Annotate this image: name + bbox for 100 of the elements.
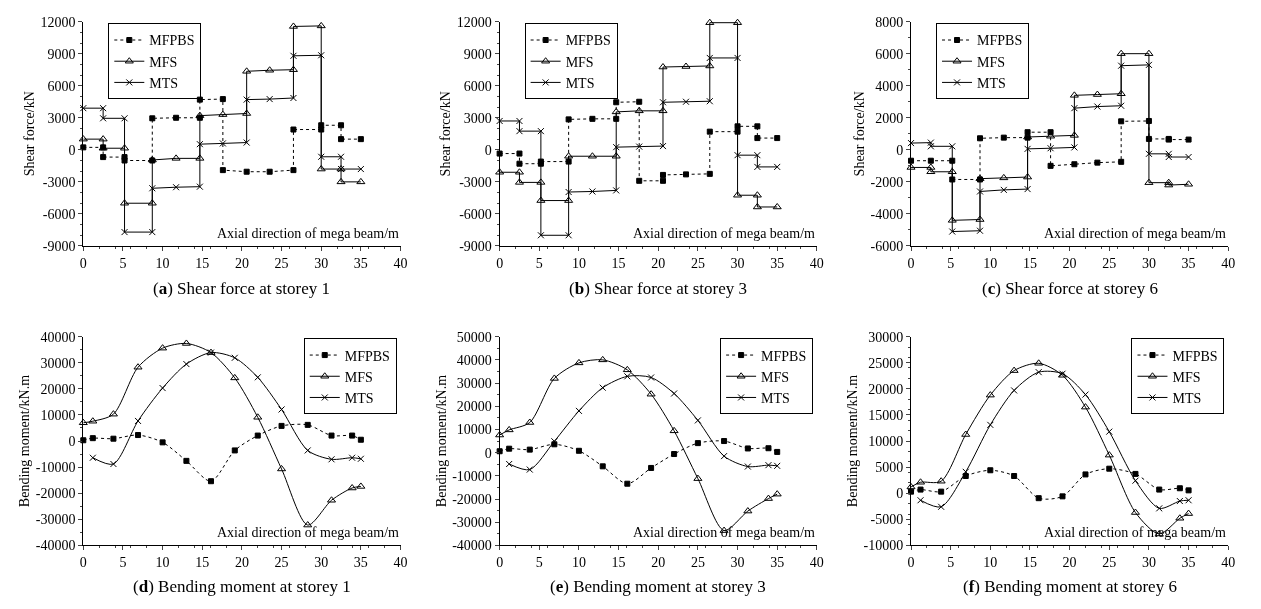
- y-axis-title: Bending moment/kN.m: [433, 374, 449, 508]
- legend-label: MFPBS: [977, 33, 1023, 49]
- x-tick-label: 25: [690, 255, 705, 271]
- legend-label: MFPBS: [565, 33, 611, 49]
- y-tick-label: 8000: [875, 14, 904, 30]
- y-tick-label: -10000: [452, 468, 492, 484]
- x-tick-label: 10: [155, 555, 170, 571]
- y-tick-label: 12000: [456, 14, 492, 30]
- y-tick-label: -20000: [35, 486, 76, 502]
- y-tick-label: -9000: [459, 238, 492, 254]
- legend-label: MFS: [1172, 369, 1201, 385]
- x-tick-label: 25: [274, 255, 289, 271]
- x-tick-label: 20: [651, 255, 666, 271]
- y-tick-label: 0: [896, 142, 904, 158]
- x-tick-label: 35: [353, 255, 368, 271]
- x-tick-label: 20: [234, 255, 249, 271]
- x-tick-label: 10: [155, 255, 170, 271]
- legend-label: MTS: [1172, 390, 1202, 406]
- y-tick-label: 4000: [875, 78, 904, 94]
- y-tick-label: 6000: [875, 46, 904, 62]
- x-tick-label: 0: [907, 555, 915, 571]
- x-tick-label: 30: [314, 255, 329, 271]
- y-tick-label: 10000: [40, 407, 76, 423]
- y-tick-label: 12000: [40, 14, 76, 30]
- y-tick-label: -3000: [459, 174, 492, 190]
- y-tick-label: -4000: [870, 206, 904, 222]
- y-tick-label: -40000: [452, 538, 492, 554]
- legend-label: MTS: [977, 75, 1006, 91]
- y-tick-label: 40000: [40, 329, 76, 345]
- legend-label: MFPBS: [761, 348, 807, 364]
- y-tick-label: 0: [896, 486, 904, 502]
- y-tick-label: -20000: [452, 491, 492, 507]
- y-tick-label: 3000: [47, 110, 76, 126]
- x-tick-label: 35: [353, 555, 368, 571]
- x-axis-title: Axial direction of mega beam/m: [1044, 226, 1227, 241]
- x-tick-label: 40: [1221, 555, 1236, 571]
- y-axis-title: Bending moment/kN.m: [17, 374, 33, 508]
- y-tick-label: 0: [68, 142, 76, 158]
- y-tick-label: 20000: [868, 381, 904, 397]
- y-tick-label: 15000: [868, 407, 904, 423]
- x-axis-title: Axial direction of mega beam/m: [217, 525, 400, 540]
- legend-label: MFPBS: [1172, 348, 1218, 364]
- text: (f) Bending moment at storey 6: [963, 577, 1177, 596]
- x-axis-title: Axial direction of mega beam/m: [1044, 525, 1227, 540]
- y-tick-label: 6000: [463, 78, 492, 94]
- text: (b) Shear force at storey 3: [569, 279, 747, 298]
- legend-label: MTS: [344, 390, 374, 406]
- y-tick-label: -2000: [870, 174, 904, 190]
- y-axis-title: Shear force/kN: [438, 91, 454, 177]
- x-tick-label: 15: [195, 555, 210, 571]
- y-tick-label: -6000: [42, 206, 76, 222]
- x-tick-label: 40: [1221, 255, 1236, 271]
- text: (d) Bending moment at storey 1: [133, 577, 351, 596]
- y-tick-label: 2000: [875, 110, 904, 126]
- x-axis-title: Axial direction of mega beam/m: [217, 226, 400, 241]
- x-tick-label: 15: [611, 255, 626, 271]
- x-tick-label: 5: [947, 255, 955, 271]
- x-tick-label: 30: [730, 255, 745, 271]
- text: (e) Bending moment at storey 3: [550, 577, 766, 596]
- x-tick-label: 5: [535, 555, 543, 571]
- y-axis-title: Shear force/kN: [852, 91, 868, 177]
- x-tick-label: 0: [79, 555, 87, 571]
- x-tick-label: 10: [571, 255, 586, 271]
- x-tick-label: 35: [1181, 555, 1196, 571]
- legend-label: MFS: [761, 369, 790, 385]
- y-tick-label: -40000: [35, 538, 76, 554]
- y-tick-label: 20000: [456, 399, 492, 415]
- y-tick-label: 5000: [875, 460, 904, 476]
- x-tick-label: 40: [393, 555, 408, 571]
- x-tick-label: 25: [690, 555, 705, 571]
- y-tick-label: 9000: [463, 46, 492, 62]
- y-tick-label: -10000: [35, 460, 76, 476]
- x-tick-label: 15: [611, 555, 626, 571]
- y-tick-label: 30000: [868, 329, 904, 345]
- x-tick-label: 25: [274, 555, 289, 571]
- y-tick-label: 10000: [456, 422, 492, 438]
- y-tick-label: 9000: [47, 46, 76, 62]
- y-tick-label: -9000: [42, 238, 76, 254]
- x-tick-label: 5: [535, 255, 543, 271]
- x-tick-label: 40: [393, 255, 408, 271]
- text: (a) Shear force at storey 1: [153, 279, 331, 298]
- legend-label: MFPBS: [344, 348, 390, 364]
- y-tick-label: -6000: [459, 206, 492, 222]
- x-tick-label: 30: [1141, 255, 1156, 271]
- x-tick-label: 30: [314, 555, 329, 571]
- y-tick-label: 40000: [456, 352, 492, 368]
- legend-label: MFS: [344, 369, 373, 385]
- y-tick-label: 6000: [47, 78, 76, 94]
- x-axis-title: Axial direction of mega beam/m: [633, 226, 816, 241]
- legend-label: MFS: [565, 54, 594, 70]
- legend-label: MFPBS: [149, 33, 195, 49]
- y-tick-label: 30000: [456, 375, 492, 391]
- y-axis-title: Bending moment/kN.m: [845, 374, 861, 508]
- x-tick-label: 15: [195, 255, 210, 271]
- x-tick-label: 10: [983, 255, 998, 271]
- x-tick-label: 20: [1062, 255, 1077, 271]
- x-tick-label: 10: [983, 555, 998, 571]
- y-tick-label: -10000: [863, 538, 904, 554]
- x-tick-label: 0: [907, 255, 915, 271]
- x-tick-label: 30: [730, 555, 745, 571]
